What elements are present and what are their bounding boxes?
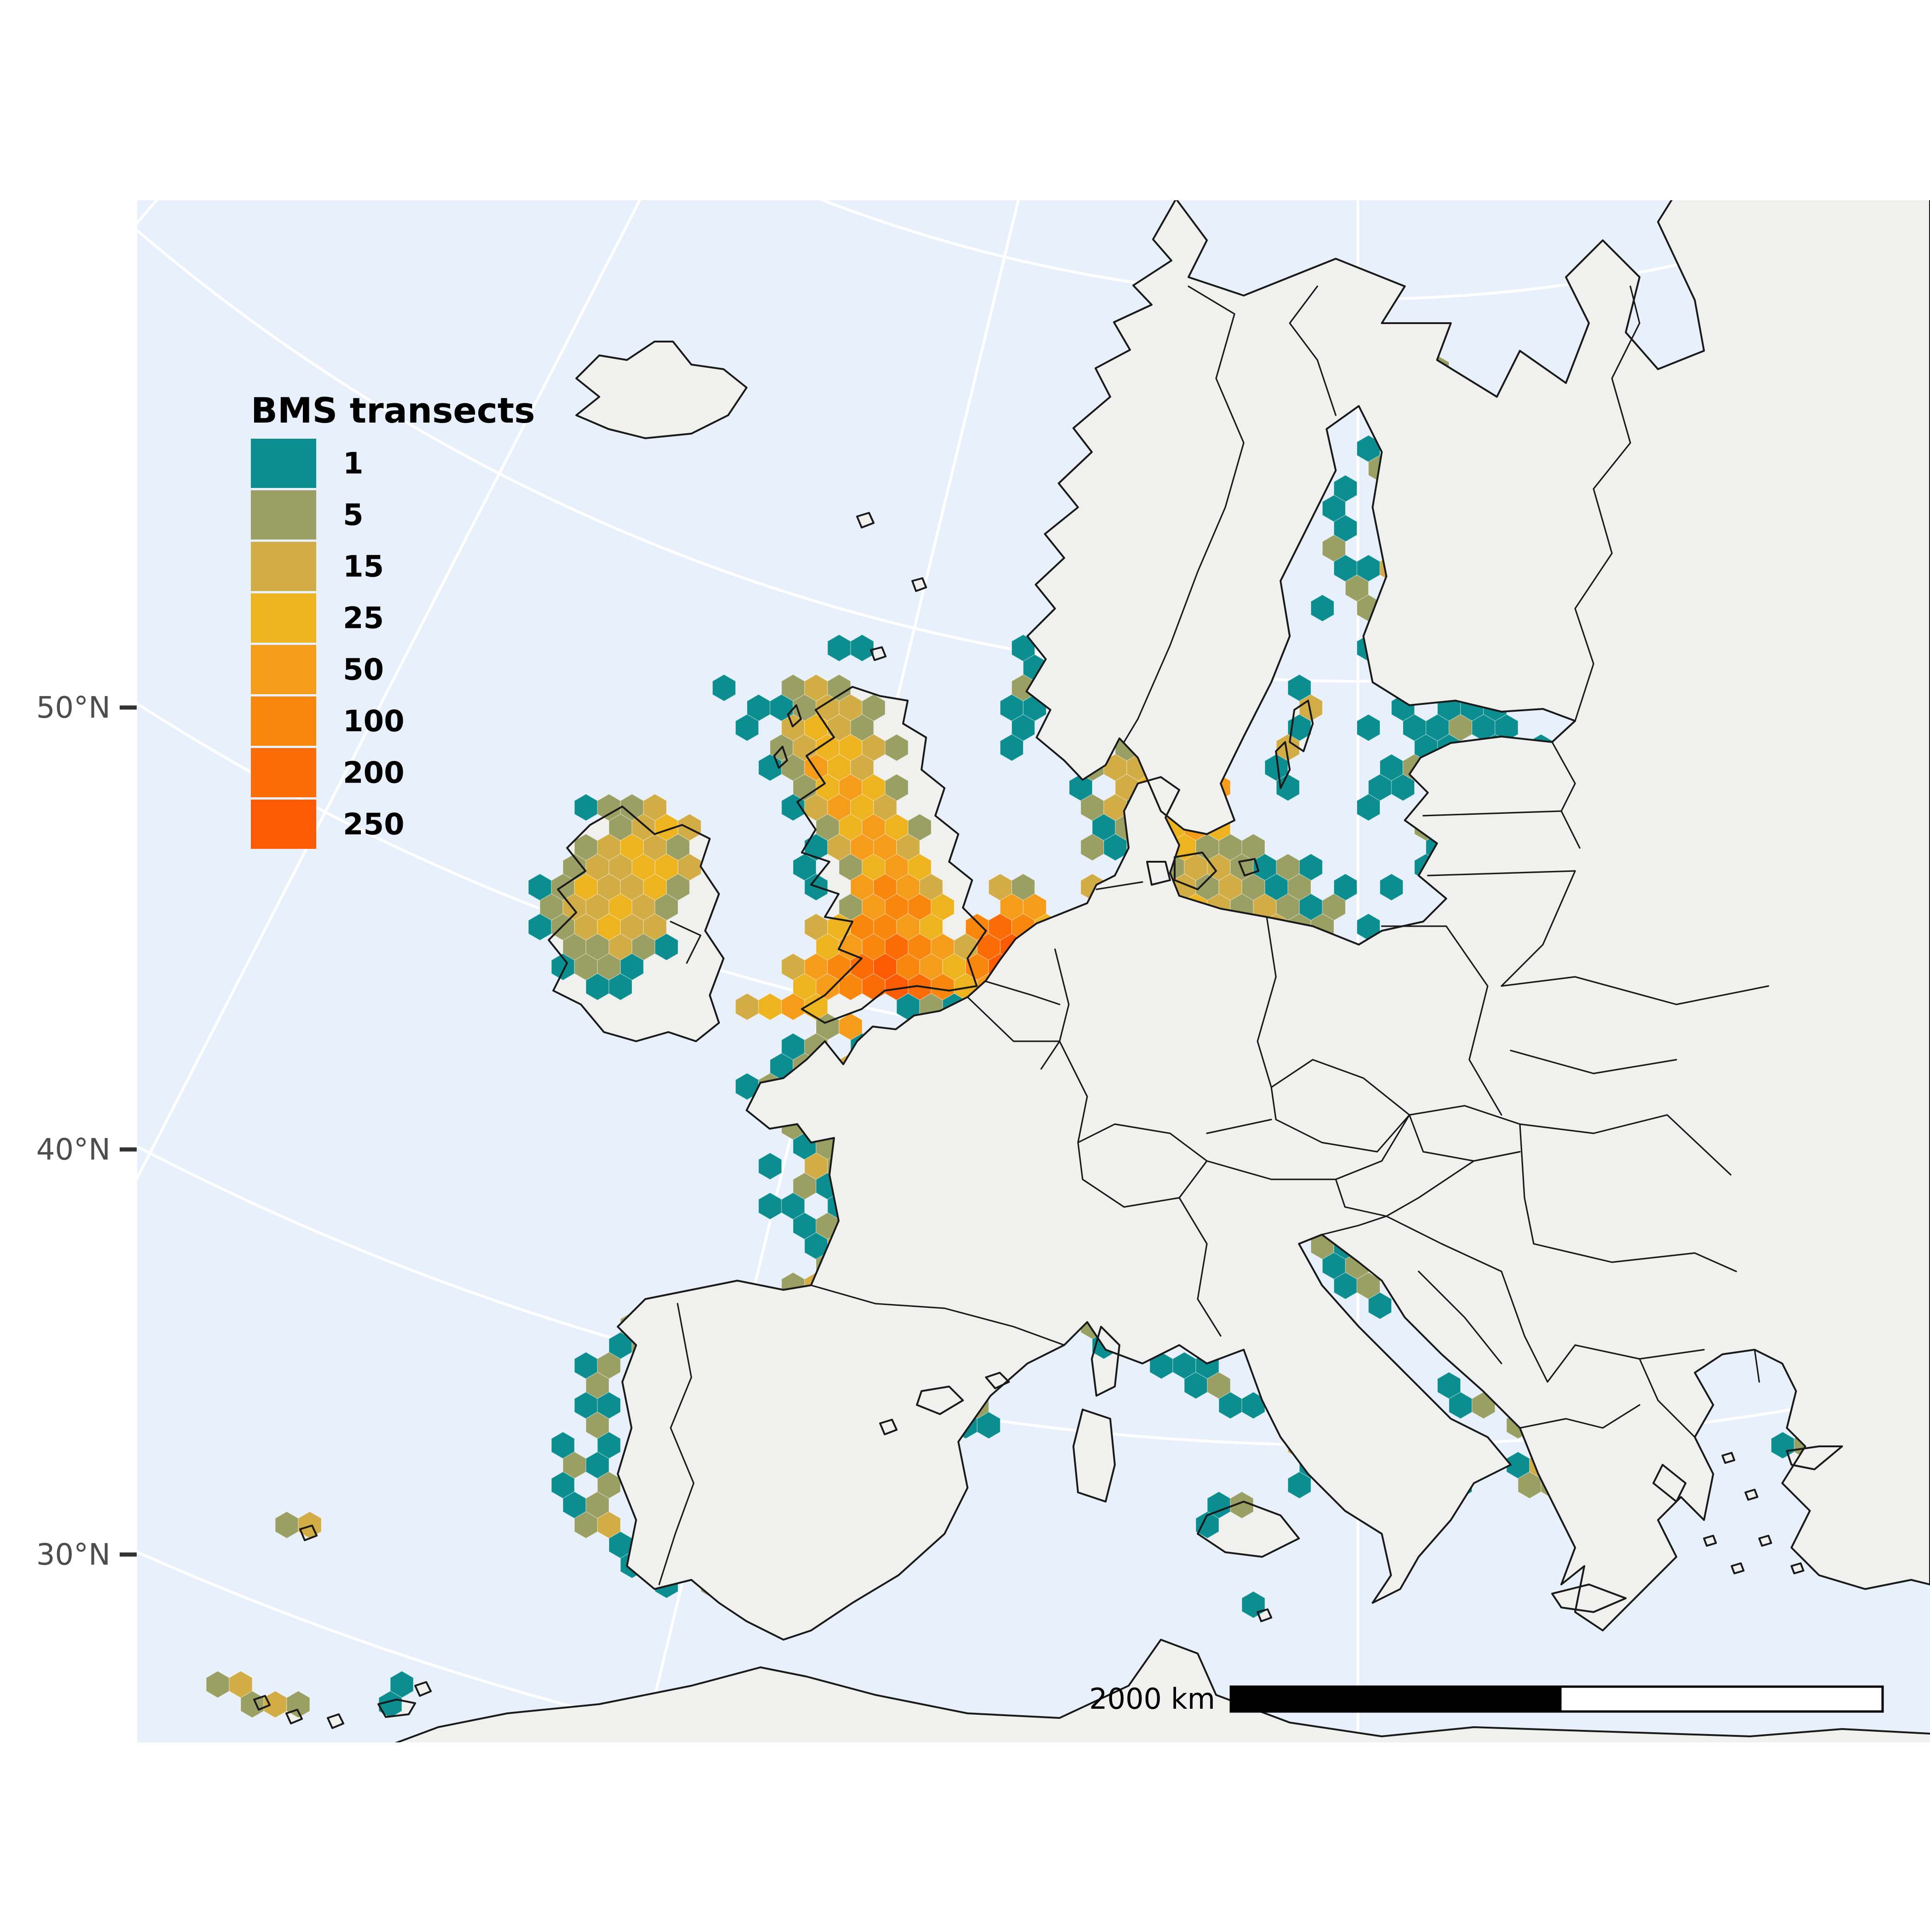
latitude-tick-label: 30°N: [36, 1538, 110, 1572]
hex-cell: [655, 933, 678, 961]
scalebar-white-segment: [1559, 1685, 1884, 1713]
legend-label: 5: [343, 499, 364, 533]
legend-swatch: [251, 593, 316, 643]
island-sardinia: [1073, 1410, 1115, 1502]
scalebar: 2000 km: [1089, 1682, 1884, 1716]
hex-cell: [735, 714, 759, 742]
legend-swatch: [251, 748, 316, 797]
legend-label: 25: [343, 602, 384, 636]
legend-swatch: [251, 542, 316, 591]
latitude-axis: 50°N 40°N 30°N: [36, 691, 137, 1572]
hex-cell: [1276, 773, 1300, 801]
hex-cell: [1000, 734, 1024, 761]
hex-cell: [1230, 1491, 1254, 1519]
coastlines-and-borders: [253, 200, 1930, 1742]
hex-cell: [1287, 1471, 1311, 1499]
legend-label: 50: [343, 653, 384, 687]
hex-cell: [1195, 1511, 1219, 1539]
hex-cell: [609, 973, 632, 1001]
legend-label: 200: [343, 756, 405, 790]
landmass-africa: [397, 1640, 1930, 1742]
scalebar-label: 2000 km: [1089, 1682, 1215, 1716]
legend-swatch: [251, 800, 316, 849]
hex-cell: [1391, 773, 1415, 801]
hex-cell: [712, 674, 736, 702]
country-borders: [658, 285, 1769, 1585]
hex-cell: [977, 1411, 1001, 1439]
latitude-tick-label: 40°N: [36, 1133, 110, 1167]
landmass-iceland: [576, 342, 747, 438]
hex-cell: [1368, 1292, 1392, 1320]
legend-swatch: [251, 490, 316, 540]
legend-swatch: [251, 645, 316, 694]
hex-cell: [1356, 794, 1380, 821]
legend-label: 100: [343, 705, 405, 739]
hex-cell: [850, 634, 874, 662]
legend-swatch: [251, 439, 316, 488]
legend-label: 15: [343, 550, 384, 584]
hex-cell: [378, 1690, 402, 1718]
legend-title: BMS transects: [251, 390, 535, 431]
scalebar-black-segment: [1229, 1685, 1562, 1713]
hex-cell: [1310, 594, 1334, 622]
hex-cell: [1379, 873, 1403, 901]
hex-cell: [885, 734, 909, 761]
legend-swatch: [251, 696, 316, 746]
hex-cell: [1356, 714, 1380, 742]
hex-cell: [758, 1152, 782, 1180]
latitude-tick-label: 50°N: [36, 691, 110, 725]
legend-label: 250: [343, 808, 405, 842]
legend-label: 1: [343, 447, 364, 481]
